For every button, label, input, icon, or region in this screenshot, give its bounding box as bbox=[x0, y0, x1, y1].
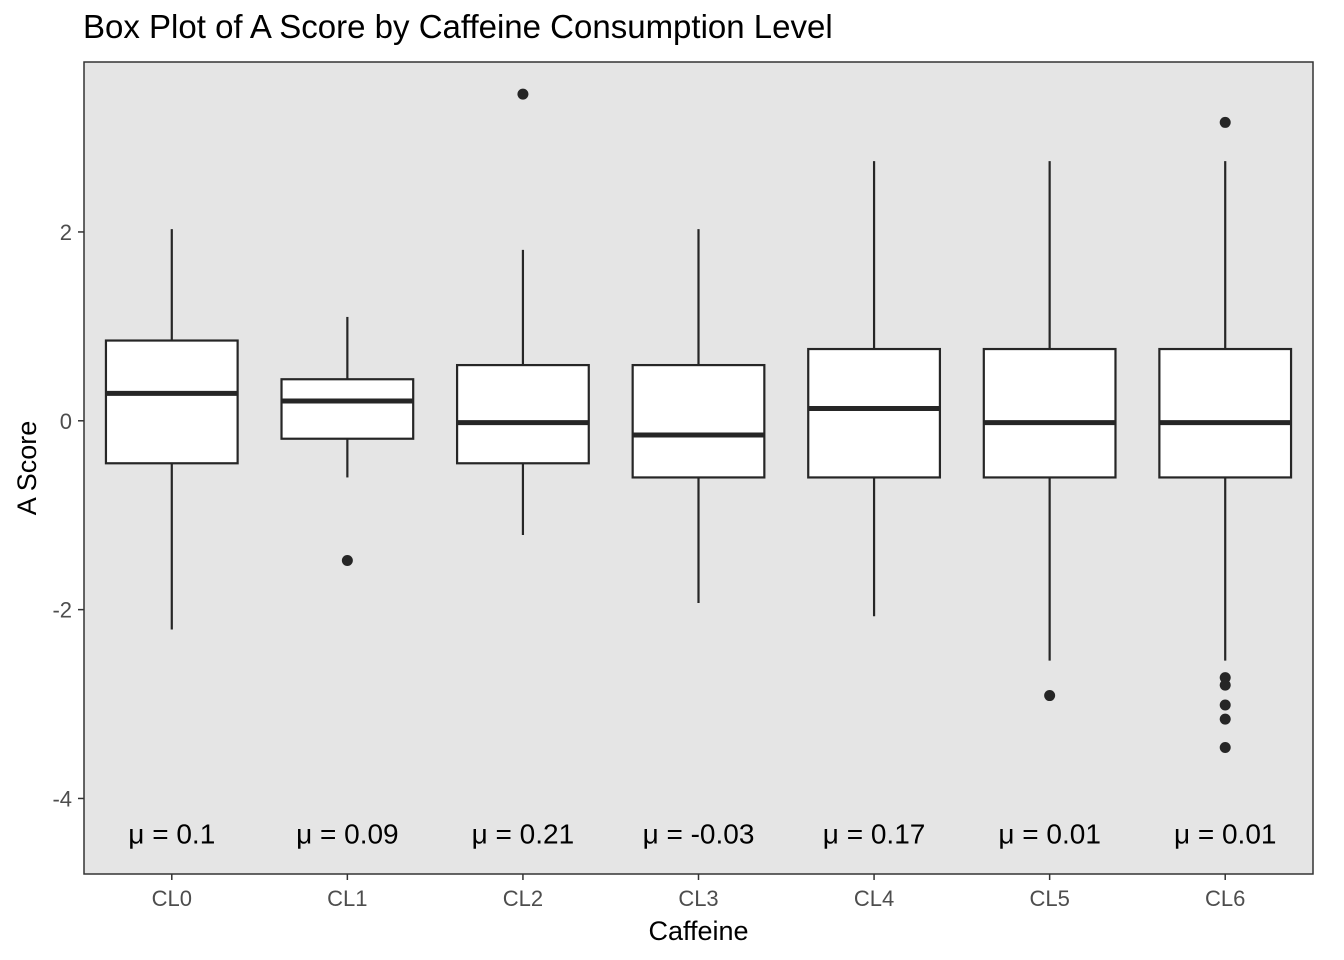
outlier-point bbox=[1219, 672, 1231, 684]
outlier-point bbox=[1219, 699, 1231, 711]
mean-annotation: μ = 0.01 bbox=[1174, 818, 1277, 849]
y-tick-label: -2 bbox=[52, 598, 72, 623]
outlier-point bbox=[517, 88, 529, 100]
mean-annotation: μ = -0.03 bbox=[643, 818, 755, 849]
x-tick-label: CL4 bbox=[854, 886, 894, 911]
x-tick-label: CL6 bbox=[1205, 886, 1245, 911]
x-tick-label: CL3 bbox=[678, 886, 718, 911]
x-tick-label: CL0 bbox=[152, 886, 192, 911]
chart-title: Box Plot of A Score by Caffeine Consumpt… bbox=[83, 8, 833, 45]
mean-annotation: μ = 0.01 bbox=[998, 818, 1101, 849]
outlier-point bbox=[341, 555, 353, 567]
y-axis-label: A Score bbox=[12, 421, 42, 516]
mean-annotation: μ = 0.09 bbox=[296, 818, 399, 849]
mean-annotation: μ = 0.17 bbox=[823, 818, 926, 849]
box-rect bbox=[280, 378, 415, 440]
box-rect bbox=[1158, 347, 1293, 479]
box-rect bbox=[104, 339, 239, 465]
box-rect bbox=[455, 363, 590, 465]
outlier-point bbox=[1219, 741, 1231, 753]
x-axis-label: Caffeine bbox=[648, 916, 748, 946]
x-tick-label: CL5 bbox=[1029, 886, 1069, 911]
y-tick-label: -4 bbox=[52, 786, 72, 811]
outlier-point bbox=[1219, 713, 1231, 725]
outlier-point bbox=[1219, 116, 1231, 128]
outlier-point bbox=[1219, 679, 1231, 691]
x-tick-label: CL1 bbox=[327, 886, 367, 911]
mean-annotation: μ = 0.1 bbox=[128, 818, 215, 849]
outlier-point bbox=[1044, 690, 1056, 702]
box-rect bbox=[807, 347, 942, 479]
y-tick-label: 0 bbox=[60, 409, 72, 434]
box-rect bbox=[631, 363, 766, 479]
mean-annotation: μ = 0.21 bbox=[472, 818, 575, 849]
box-rect bbox=[982, 347, 1117, 479]
y-tick-label: 2 bbox=[60, 220, 72, 245]
x-tick-label: CL2 bbox=[503, 886, 543, 911]
